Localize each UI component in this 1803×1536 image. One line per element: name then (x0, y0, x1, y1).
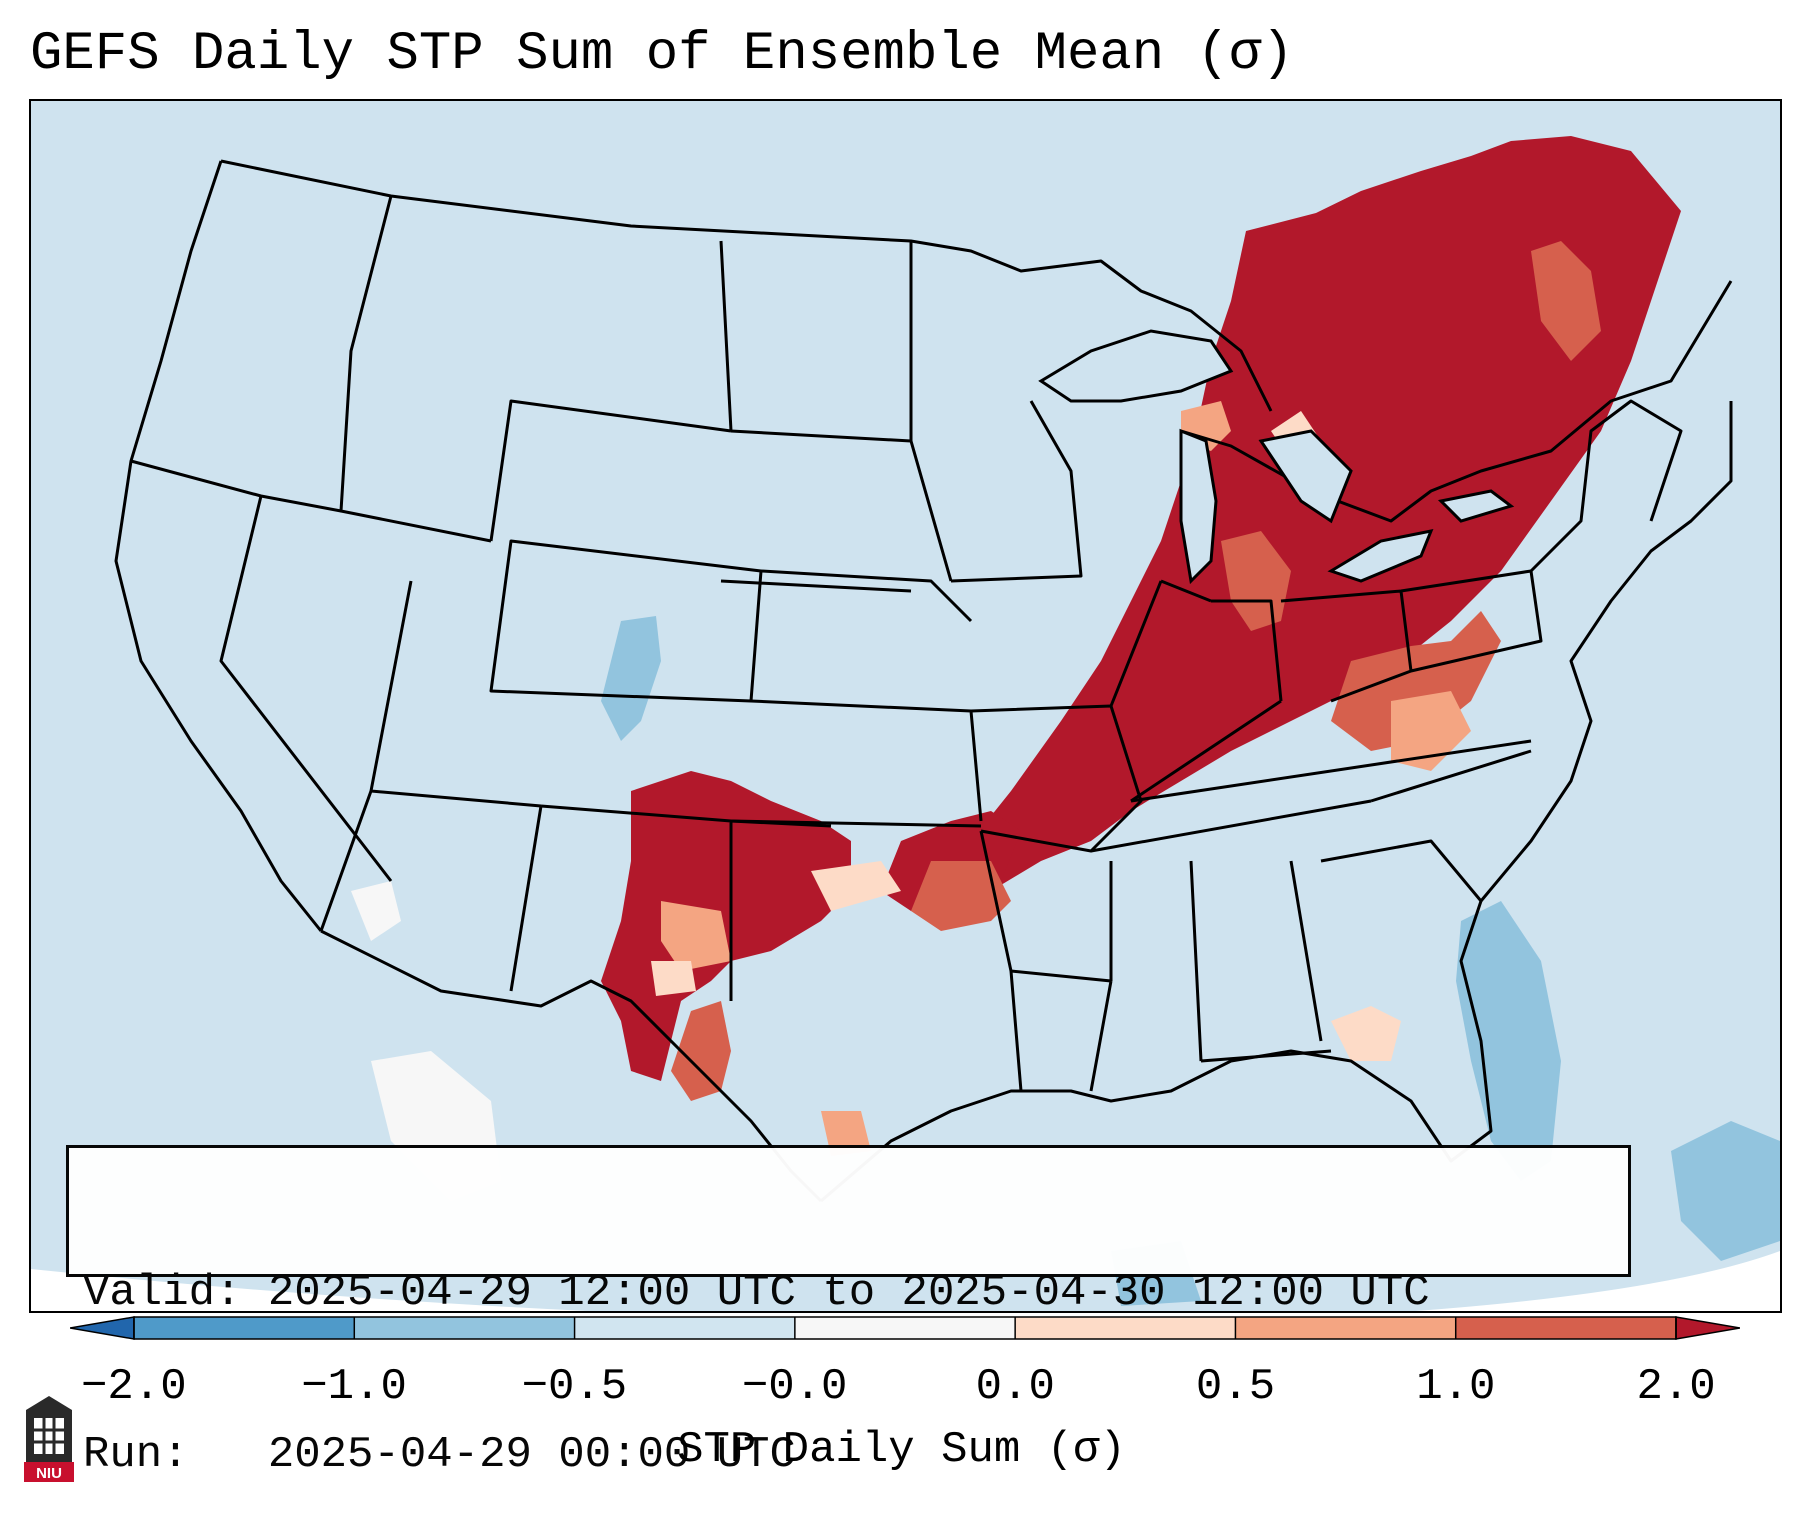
stp-zero-region-arizona (351, 881, 401, 941)
stp-light-region-2 (1391, 691, 1471, 771)
state-line-nv (219, 495, 393, 882)
stp-lightest-region-3 (811, 861, 901, 911)
colorbar-segment-6 (1455, 1317, 1677, 1339)
colorbar-tick-label: −0.0 (741, 1362, 848, 1412)
colorbar-over-tip (1675, 1316, 1740, 1340)
great-lakes (1038, 329, 1515, 585)
colorbar-segment-0 (134, 1317, 355, 1339)
colorbar-segment-2 (574, 1317, 796, 1339)
map-panel (29, 99, 1782, 1313)
valid-row: Valid: 2025-04-29 12:00 UTC to 2025-04-3… (83, 1266, 1614, 1320)
colorbar-label: STP Daily Sum (σ) (677, 1425, 1126, 1475)
projection-edge (31, 1251, 1780, 1311)
colorbar-segment-4 (1015, 1317, 1236, 1339)
logo-text: NIU (36, 1465, 62, 1482)
state-line-tn-ky (1090, 739, 1532, 853)
colorbar-tick-label: −2.0 (81, 1362, 187, 1412)
colorbar (70, 1316, 1740, 1340)
lake-ontario (1437, 489, 1515, 523)
stp-mod-region-2 (1331, 611, 1501, 751)
stp-lightest-region-2 (651, 961, 696, 996)
chart-title: GEFS Daily STP Sum of Ensemble Mean (σ) (30, 24, 1294, 85)
stp-negative-region-caribbean (1671, 1121, 1780, 1261)
stp-mod-region-3 (911, 861, 1011, 931)
state-line-mn-ia (909, 400, 1083, 583)
valid-label: Valid: (83, 1268, 242, 1318)
niu-logo-icon: NIU (24, 1396, 74, 1482)
state-line-carolinas (1320, 749, 1532, 902)
map-svg (31, 136, 1780, 1311)
state-line-mt-wy (489, 399, 732, 542)
state-line-wa-or (130, 459, 342, 513)
state-line-al-ga (1189, 860, 1332, 1063)
valid-value: 2025-04-29 12:00 UTC to 2025-04-30 12:00… (267, 1268, 1430, 1318)
lake-huron (1258, 429, 1353, 524)
stp-mod-region-1 (1221, 531, 1291, 631)
stp-light-region-3 (661, 901, 731, 971)
state-line-oh-pa (1280, 569, 1543, 703)
colorbar-tick-label: 0.0 (975, 1362, 1055, 1412)
valid-run-info-box: Valid: 2025-04-29 12:00 UTC to 2025-04-3… (66, 1145, 1631, 1480)
us-canada-border (220, 159, 1273, 412)
stp-anomaly-field (351, 136, 1780, 1306)
state-line-la-ms (1009, 861, 1113, 1092)
run-label: Run: (83, 1430, 242, 1480)
colorbar-tick-label: 1.0 (1416, 1362, 1496, 1412)
colorbar-tick-label: −1.0 (301, 1362, 407, 1412)
lake-superior (1038, 329, 1234, 403)
stp-mod-region-5 (1531, 241, 1601, 361)
state-line-az-nm (319, 790, 543, 992)
state-line-midwest (1109, 579, 1283, 803)
great-lakes-border (1180, 280, 1733, 523)
colorbar-tick-label: 0.5 (1195, 1362, 1276, 1412)
colorbar-tick-label: 2.0 (1636, 1362, 1716, 1412)
colorbar-tick-label: −0.5 (521, 1362, 628, 1412)
stp-lightest-region-1 (1331, 1006, 1401, 1061)
colorbar-segment-1 (354, 1317, 576, 1339)
stp-negative-region-colorado (601, 616, 661, 741)
lake-erie (1327, 528, 1434, 583)
state-line-plains-dakotas (719, 240, 913, 593)
colorbar-segment-5 (1235, 1317, 1457, 1339)
colorbar-under-tip (70, 1316, 135, 1340)
stp-light-region-4 (821, 1111, 871, 1156)
state-line-id (339, 195, 492, 543)
state-line-ny-ne (1529, 399, 1683, 573)
west-coast (114, 160, 323, 932)
state-line-ne-ks (730, 569, 983, 828)
stp-mod-region-4 (671, 1001, 731, 1101)
stp-negative-region-florida (1456, 901, 1561, 1181)
east-coast (1479, 401, 1733, 902)
colorbar-segment-3 (794, 1317, 1016, 1339)
run-value: 2025-04-29 00:00 UTC (267, 1430, 796, 1480)
lake-michigan (1179, 428, 1218, 585)
run-row: Run: 2025-04-29 00:00 UTC (83, 1428, 1614, 1482)
stp-high-region-texas (601, 771, 851, 1081)
state-line-ut (369, 580, 542, 808)
